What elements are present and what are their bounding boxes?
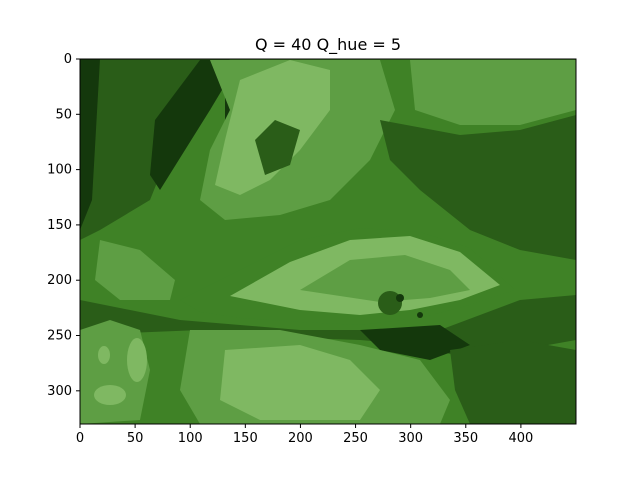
region-upper-dark-inset [255,120,300,175]
x-tick-label: 300 [398,431,423,446]
y-tick-label: 200 [47,273,72,288]
region-fish-eye-ring [378,291,402,315]
y-tick-label: 50 [55,107,72,122]
x-tick-label: 350 [453,431,478,446]
x-tick-label: 0 [76,431,84,446]
region-top-right-light [470,60,505,120]
x-tick-label: 50 [127,431,144,446]
x-tick-label: 150 [233,431,258,446]
x-tick-label: 250 [343,431,368,446]
y-tick-label: 0 [64,52,72,67]
region-fish-mid [300,255,470,302]
region-left-blob-3 [94,385,126,405]
region-left-edge-dark [80,59,100,230]
region-left-blob-2 [98,346,110,364]
region-bottom-lightest [220,345,380,420]
axes-frame [79,58,577,425]
x-tick-label: 100 [178,431,203,446]
x-tick-label: 400 [508,431,533,446]
region-fish-eye [396,294,404,302]
chart-title: Q = 40 Q_hue = 5 [255,35,401,55]
region-lower-darkest [360,325,470,360]
x-axis: 0 50 100 150 200 250 300 350 400 [76,424,533,446]
y-axis: 0 50 100 150 200 250 300 [47,52,80,399]
y-tick-label: 100 [47,163,72,178]
region-left-middle-light [95,240,175,300]
x-tick-label: 200 [288,431,313,446]
region-fish-eye-2 [417,312,423,318]
y-tick-label: 300 [47,384,72,399]
region-bottom-right-dark [450,340,576,424]
region-left-darkest-streak [150,60,240,190]
region-left-blob-1 [127,338,147,382]
y-tick-label: 150 [47,218,72,233]
region-right-dark [380,115,576,260]
y-tick-label: 250 [47,329,72,344]
image-area [80,59,576,424]
